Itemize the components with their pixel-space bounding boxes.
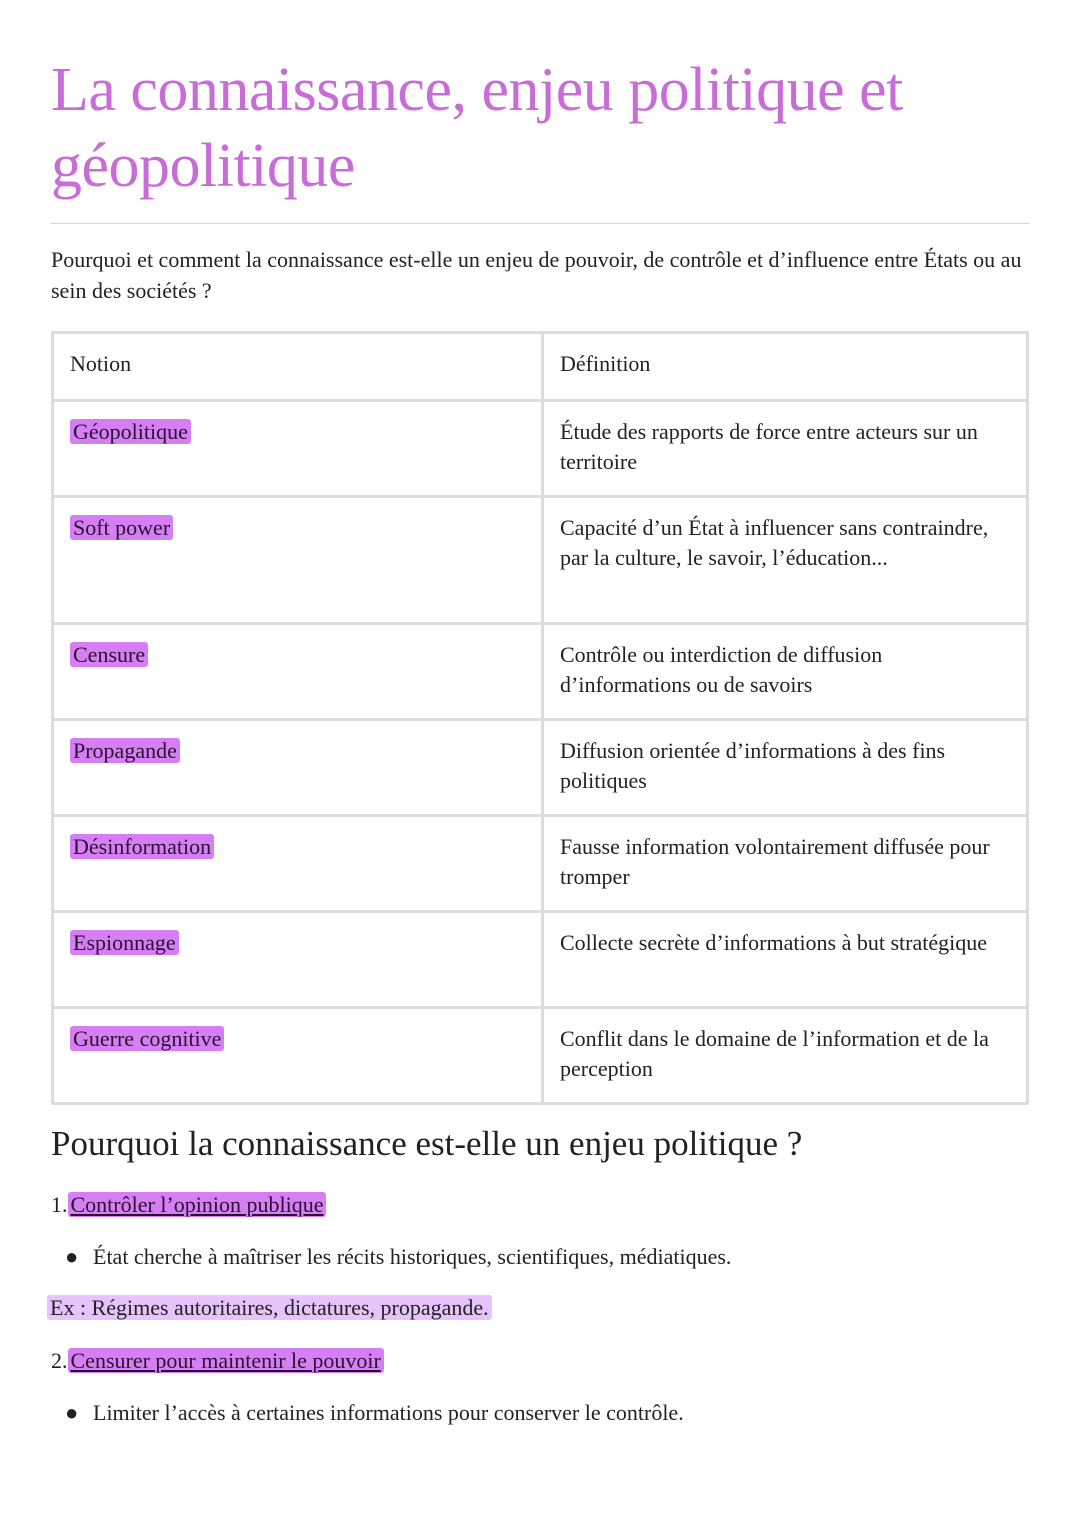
bullet-icon: ● [65,1244,79,1269]
notion-term: Soft power [70,515,174,540]
definition-cell: Contrôle ou interdiction de diffusion d’… [541,622,1029,721]
definition-cell: Collecte secrète d’informations à but st… [541,910,1029,1009]
definition-cell: Étude des rapports de force entre acteur… [541,399,1029,498]
table-row: Espionnage Collecte secrète d’information… [51,910,1029,1009]
table-header-row: Notion Définition [51,331,1029,402]
notion-cell: Géopolitique [51,399,544,498]
notion-term: Géopolitique [70,419,191,444]
notion-term: Propagande [70,738,180,763]
section-heading: Pourquoi la connaissance est-elle un enj… [51,1124,803,1163]
table-row: Guerre cognitive Conflit dans le domaine … [51,1006,1029,1105]
divider [51,223,1029,224]
page-title: La connaissance, enjeu politique et géop… [51,56,903,200]
notion-cell: Guerre cognitive [51,1006,544,1105]
notion-term: Guerre cognitive [70,1026,225,1051]
header-definition: Définition [541,331,1029,402]
list-item-2: 2. Censurer pour maintenir le pouvoir [51,1346,384,1376]
definition-cell: Capacité d’un État à influencer sans con… [541,495,1029,625]
notion-cell: Propagande [51,718,544,817]
table-row: Géopolitique Étude des rapports de force … [51,399,1029,498]
bullet-icon: ● [65,1400,79,1425]
notion-term: Espionnage [70,930,179,955]
table-row: Censure Contrôle ou interdiction de diffu… [51,622,1029,721]
bullet-item: ● Limiter l’accès à certaines informatio… [51,1398,684,1428]
notion-cell: Censure [51,622,544,721]
list-item-1: 1. Contrôler l’opinion publique [51,1190,327,1220]
bullet-item: ● État cherche à maîtriser les récits hi… [51,1242,731,1272]
item-title: Contrôler l’opinion publique [67,1192,327,1217]
notion-term: Censure [70,642,149,667]
notion-cell: Soft power [51,495,544,625]
item-title: Censurer pour maintenir le pouvoir [67,1348,384,1373]
definition-cell: Fausse information volontairement diffus… [541,814,1029,913]
table-row: Désinformation Fausse information volonta… [51,814,1029,913]
notion-cell: Espionnage [51,910,544,1009]
definition-cell: Diffusion orientée d’informations à des … [541,718,1029,817]
intro-question: Pourquoi et comment la connaissance est-… [51,247,1022,303]
definition-cell: Conflit dans le domaine de l’information… [541,1006,1029,1105]
table-row: Soft power Capacité d’un État à influence… [51,495,1029,625]
table-row: Propagande Diffusion orientée d’informati… [51,718,1029,817]
header-notion: Notion [51,331,544,402]
notions-table: Notion Définition Géopolitique Étude des … [51,331,1029,1105]
example-line: Ex : Régimes autoritaires, dictatures, p… [47,1293,492,1323]
notion-cell: Désinformation [51,814,544,913]
notion-term: Désinformation [70,834,215,859]
